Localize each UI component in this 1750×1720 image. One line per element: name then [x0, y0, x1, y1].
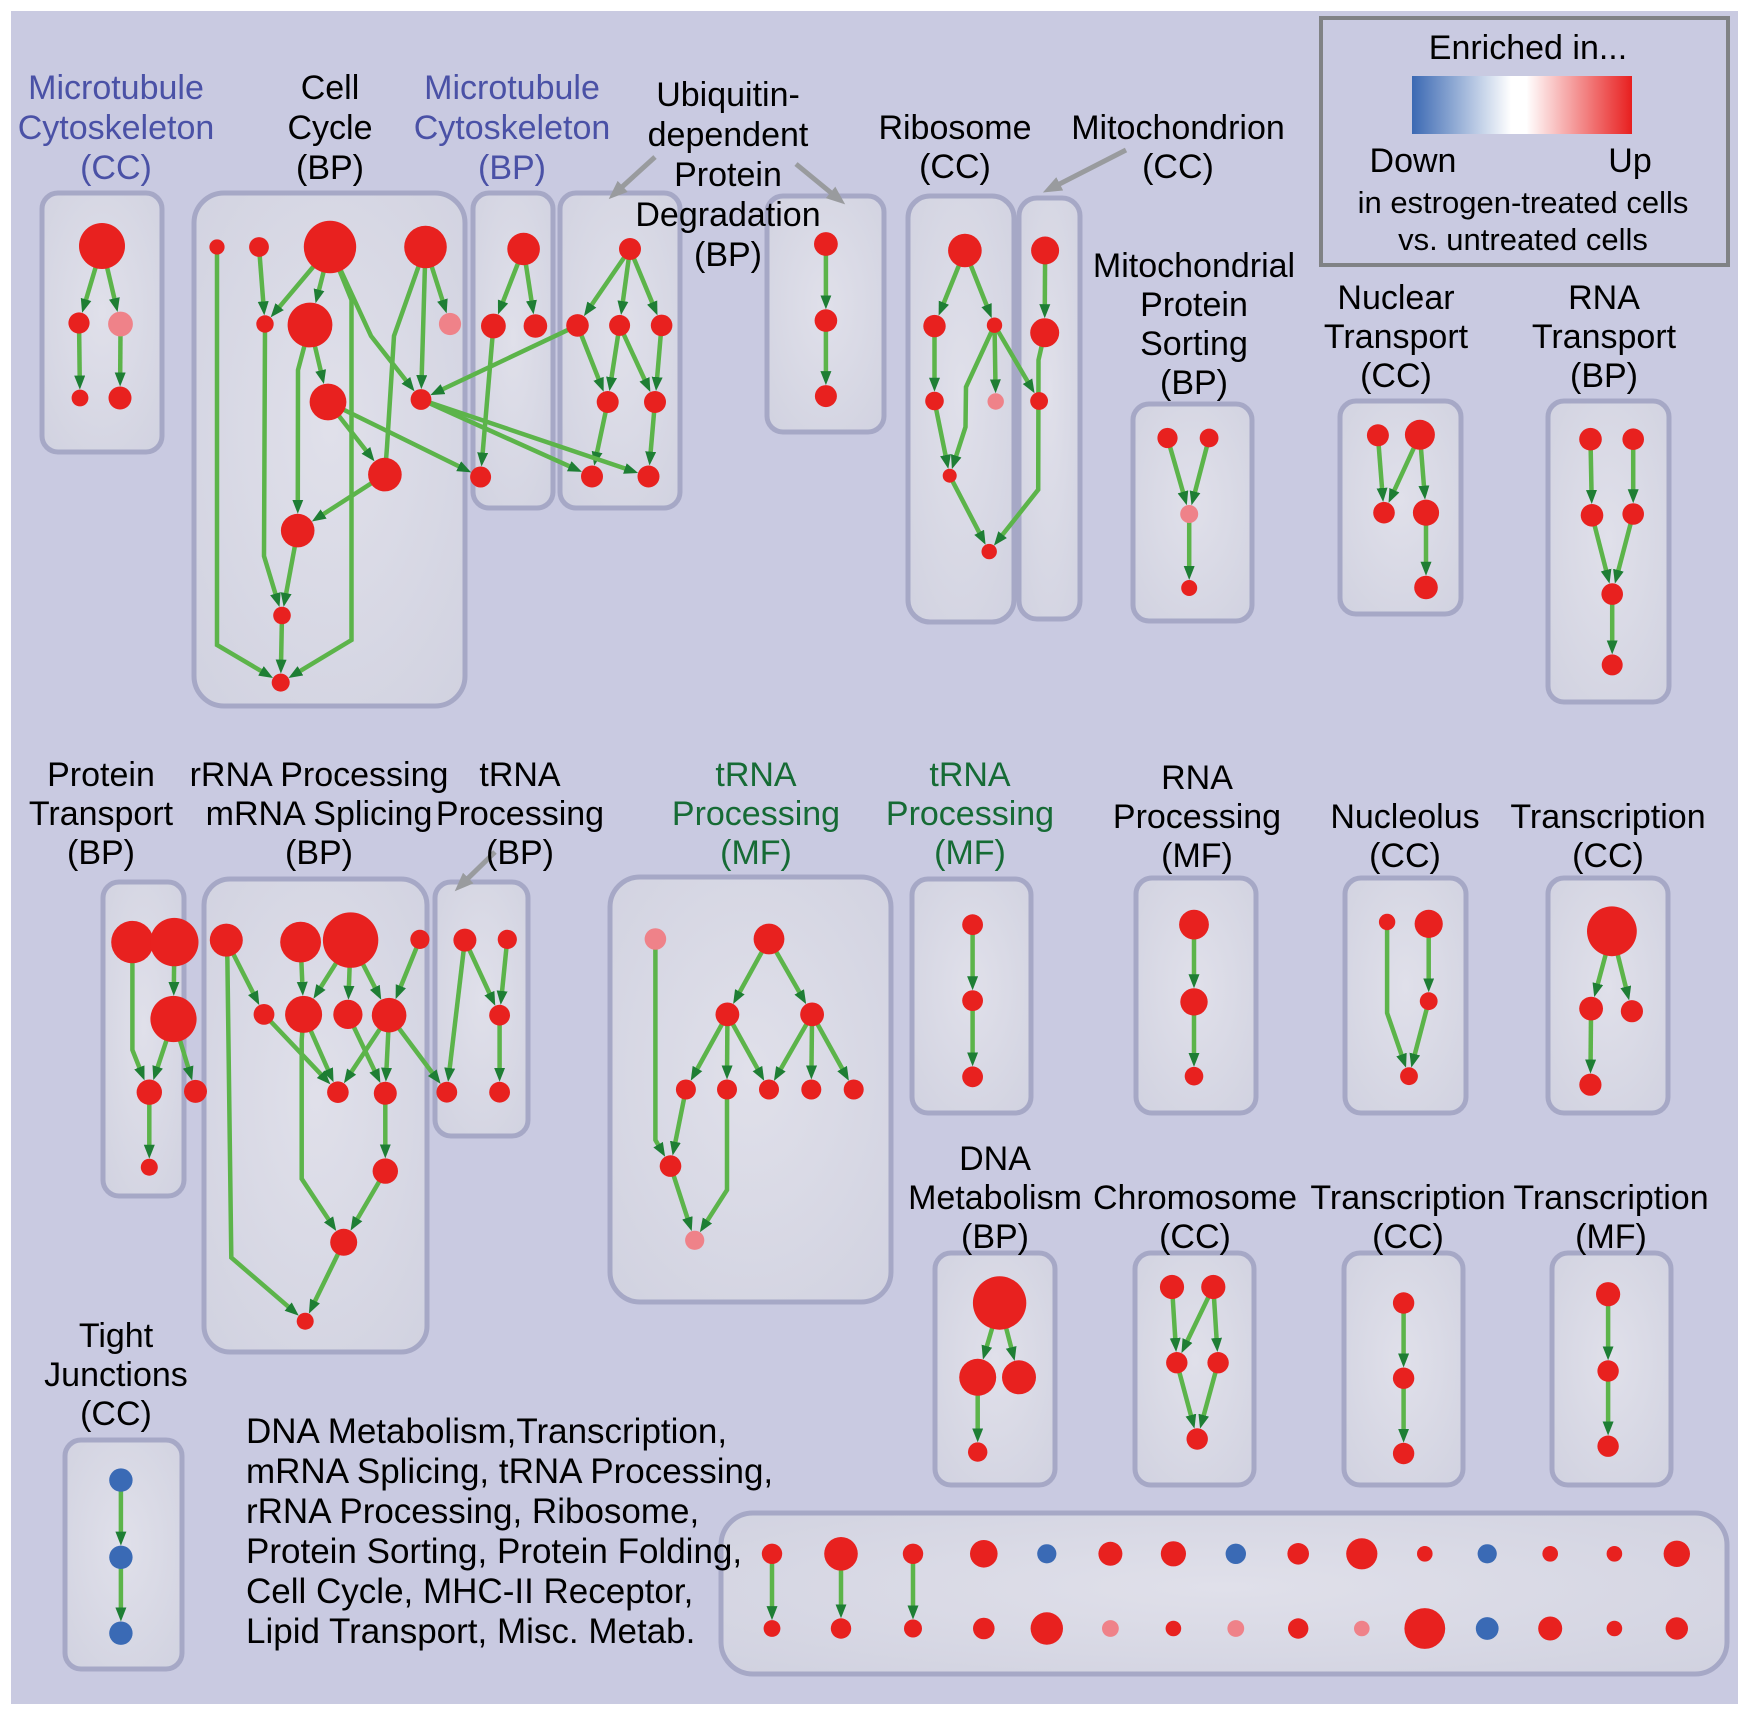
svg-text:Cytoskeleton: Cytoskeleton: [18, 109, 215, 147]
svg-text:Transcription: Transcription: [1513, 1179, 1708, 1217]
svg-text:(MF): (MF): [720, 834, 792, 872]
svg-text:(MF): (MF): [1575, 1218, 1647, 1256]
svg-text:(BP): (BP): [486, 834, 554, 872]
svg-text:Chromosome: Chromosome: [1093, 1179, 1297, 1217]
svg-text:Degradation: Degradation: [635, 196, 820, 234]
svg-text:Cycle: Cycle: [287, 109, 372, 147]
svg-text:tRNA: tRNA: [715, 756, 797, 794]
svg-text:Mitochondrion: Mitochondrion: [1071, 109, 1285, 147]
svg-text:RNA: RNA: [1568, 279, 1640, 317]
svg-text:Mitochondrial: Mitochondrial: [1093, 247, 1295, 285]
svg-text:Cell: Cell: [301, 69, 360, 107]
svg-text:Protein: Protein: [674, 156, 782, 194]
svg-text:in estrogen-treated cells: in estrogen-treated cells: [1358, 185, 1689, 220]
svg-text:Sorting: Sorting: [1140, 325, 1248, 363]
svg-text:(CC): (CC): [1159, 1218, 1231, 1256]
svg-text:Enriched in...: Enriched in...: [1429, 29, 1627, 67]
svg-text:Transcription: Transcription: [1310, 1179, 1505, 1217]
svg-text:(CC): (CC): [1372, 1218, 1444, 1256]
svg-text:Transport: Transport: [1532, 318, 1677, 356]
svg-text:(CC): (CC): [80, 1395, 152, 1433]
svg-text:Cell Cycle, MHC-II Receptor,: Cell Cycle, MHC-II Receptor,: [246, 1572, 693, 1611]
svg-text:Lipid Transport, Misc. Metab.: Lipid Transport, Misc. Metab.: [246, 1612, 695, 1651]
svg-text:tRNA: tRNA: [479, 756, 561, 794]
svg-text:tRNA: tRNA: [929, 756, 1011, 794]
svg-text:(BP): (BP): [296, 149, 364, 187]
svg-text:Tight: Tight: [79, 1317, 154, 1355]
svg-text:Protein: Protein: [1140, 286, 1248, 324]
svg-text:Transcription: Transcription: [1510, 798, 1705, 836]
svg-text:(CC): (CC): [1142, 148, 1214, 186]
svg-text:(CC): (CC): [1360, 357, 1432, 395]
svg-text:Microtubule: Microtubule: [424, 69, 600, 107]
svg-text:(BP): (BP): [285, 834, 353, 872]
svg-text:Junctions: Junctions: [44, 1356, 188, 1394]
svg-text:Transport: Transport: [29, 795, 174, 833]
svg-text:Protein: Protein: [47, 756, 155, 794]
svg-text:(BP): (BP): [1160, 364, 1228, 402]
svg-text:(MF): (MF): [934, 834, 1006, 872]
svg-text:(BP): (BP): [961, 1218, 1029, 1256]
svg-text:Nucleolus: Nucleolus: [1330, 798, 1479, 836]
svg-text:DNA Metabolism,Transcription,: DNA Metabolism,Transcription,: [246, 1412, 727, 1451]
svg-text:(MF): (MF): [1161, 837, 1233, 875]
svg-text:Ribosome: Ribosome: [878, 109, 1031, 147]
svg-text:Processing: Processing: [672, 795, 840, 833]
svg-text:(BP): (BP): [1570, 357, 1638, 395]
svg-text:rRNA Processing, Ribosome,: rRNA Processing, Ribosome,: [246, 1492, 699, 1531]
svg-text:(CC): (CC): [919, 148, 991, 186]
svg-text:Processing: Processing: [886, 795, 1054, 833]
svg-text:(CC): (CC): [80, 149, 152, 187]
svg-text:Up: Up: [1608, 142, 1651, 180]
svg-text:Microtubule: Microtubule: [28, 69, 204, 107]
svg-text:(CC): (CC): [1369, 837, 1441, 875]
svg-text:Nuclear: Nuclear: [1337, 279, 1454, 317]
svg-text:vs. untreated cells: vs. untreated cells: [1398, 222, 1648, 257]
svg-text:Metabolism: Metabolism: [908, 1179, 1082, 1217]
svg-text:Processing: Processing: [1113, 798, 1281, 836]
svg-text:RNA: RNA: [1161, 759, 1233, 797]
svg-text:(BP): (BP): [67, 834, 135, 872]
svg-text:dependent: dependent: [648, 116, 809, 154]
svg-text:DNA: DNA: [959, 1140, 1031, 1178]
svg-text:Down: Down: [1370, 142, 1457, 180]
svg-text:Transport: Transport: [1324, 318, 1469, 356]
svg-text:mRNA Splicing: mRNA Splicing: [206, 795, 433, 833]
svg-text:Ubiquitin-: Ubiquitin-: [656, 76, 800, 114]
svg-text:(CC): (CC): [1572, 837, 1644, 875]
svg-text:Protein Sorting, Protein Foldi: Protein Sorting, Protein Folding,: [246, 1532, 742, 1571]
svg-text:Cytoskeleton: Cytoskeleton: [414, 109, 611, 147]
svg-text:rRNA Processing: rRNA Processing: [190, 756, 449, 794]
svg-text:Processing: Processing: [436, 795, 604, 833]
svg-text:mRNA Splicing, tRNA Processing: mRNA Splicing, tRNA Processing,: [246, 1452, 773, 1491]
svg-text:(BP): (BP): [478, 149, 546, 187]
svg-text:(BP): (BP): [694, 236, 762, 274]
